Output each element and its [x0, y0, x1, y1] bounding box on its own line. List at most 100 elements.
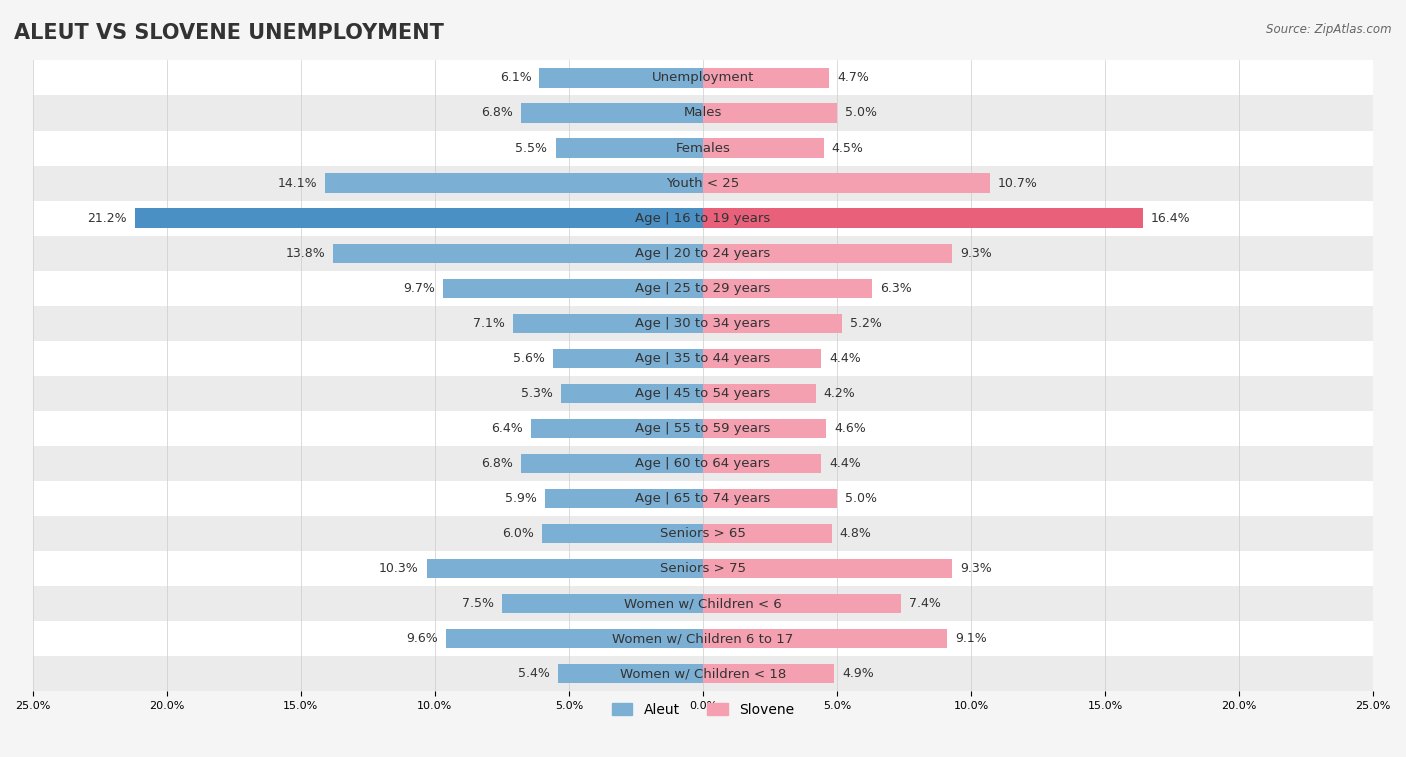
Bar	[32, 271, 1374, 306]
Text: 7.1%: 7.1%	[472, 316, 505, 330]
Bar	[32, 481, 1374, 516]
Text: 16.4%: 16.4%	[1150, 212, 1191, 225]
Bar	[32, 375, 1374, 411]
Bar	[32, 621, 1374, 656]
Text: 9.3%: 9.3%	[960, 562, 993, 575]
Bar	[325, 173, 703, 193]
Text: Unemployment: Unemployment	[652, 71, 754, 85]
Text: 7.5%: 7.5%	[461, 597, 494, 610]
Text: Age | 60 to 64 years: Age | 60 to 64 years	[636, 457, 770, 470]
Text: 5.4%: 5.4%	[519, 667, 550, 681]
Text: Age | 20 to 24 years: Age | 20 to 24 years	[636, 247, 770, 260]
Bar	[333, 244, 703, 263]
Text: 5.6%: 5.6%	[513, 352, 544, 365]
Text: 6.1%: 6.1%	[499, 71, 531, 85]
Text: Males: Males	[683, 107, 723, 120]
Bar	[32, 201, 1374, 235]
Text: Seniors > 65: Seniors > 65	[659, 527, 747, 540]
Text: 14.1%: 14.1%	[277, 176, 316, 189]
Text: 5.9%: 5.9%	[505, 492, 537, 505]
Text: 4.4%: 4.4%	[830, 457, 860, 470]
Bar	[703, 419, 827, 438]
Bar	[540, 68, 703, 88]
Bar	[531, 419, 703, 438]
Text: Source: ZipAtlas.com: Source: ZipAtlas.com	[1267, 23, 1392, 36]
Text: 4.6%: 4.6%	[834, 422, 866, 435]
Text: 9.1%: 9.1%	[955, 632, 987, 645]
Bar	[543, 524, 703, 544]
Text: 5.0%: 5.0%	[845, 107, 877, 120]
Text: 7.4%: 7.4%	[910, 597, 942, 610]
Bar	[32, 166, 1374, 201]
Bar	[703, 664, 834, 684]
Text: Women w/ Children < 6: Women w/ Children < 6	[624, 597, 782, 610]
Bar	[502, 594, 703, 613]
Text: Age | 25 to 29 years: Age | 25 to 29 years	[636, 282, 770, 294]
Text: Women w/ Children 6 to 17: Women w/ Children 6 to 17	[613, 632, 793, 645]
Bar	[520, 453, 703, 473]
Text: Females: Females	[675, 142, 731, 154]
Bar	[32, 95, 1374, 130]
Bar	[703, 349, 821, 368]
Bar	[544, 489, 703, 508]
Text: ALEUT VS SLOVENE UNEMPLOYMENT: ALEUT VS SLOVENE UNEMPLOYMENT	[14, 23, 444, 42]
Text: 9.3%: 9.3%	[960, 247, 993, 260]
Bar	[555, 139, 703, 157]
Bar	[32, 235, 1374, 271]
Bar	[703, 68, 830, 88]
Bar	[558, 664, 703, 684]
Bar	[553, 349, 703, 368]
Bar	[32, 446, 1374, 481]
Text: 21.2%: 21.2%	[87, 212, 127, 225]
Text: 10.3%: 10.3%	[380, 562, 419, 575]
Text: 5.0%: 5.0%	[845, 492, 877, 505]
Text: 6.3%: 6.3%	[880, 282, 911, 294]
Text: 5.3%: 5.3%	[522, 387, 553, 400]
Bar	[443, 279, 703, 298]
Bar	[703, 524, 832, 544]
Text: Age | 16 to 19 years: Age | 16 to 19 years	[636, 212, 770, 225]
Text: Age | 35 to 44 years: Age | 35 to 44 years	[636, 352, 770, 365]
Bar	[427, 559, 703, 578]
Bar	[32, 341, 1374, 375]
Text: Age | 30 to 34 years: Age | 30 to 34 years	[636, 316, 770, 330]
Bar	[520, 104, 703, 123]
Bar	[703, 559, 952, 578]
Bar	[703, 279, 872, 298]
Text: 10.7%: 10.7%	[998, 176, 1038, 189]
Text: Age | 55 to 59 years: Age | 55 to 59 years	[636, 422, 770, 435]
Bar	[703, 173, 990, 193]
Text: Age | 65 to 74 years: Age | 65 to 74 years	[636, 492, 770, 505]
Text: 6.0%: 6.0%	[502, 527, 534, 540]
Bar	[32, 411, 1374, 446]
Text: 4.8%: 4.8%	[839, 527, 872, 540]
Text: 6.4%: 6.4%	[492, 422, 523, 435]
Bar	[32, 130, 1374, 166]
Bar	[703, 139, 824, 157]
Text: 5.5%: 5.5%	[516, 142, 547, 154]
Bar	[703, 104, 837, 123]
Bar	[32, 551, 1374, 586]
Bar	[703, 384, 815, 403]
Bar	[32, 586, 1374, 621]
Text: 4.5%: 4.5%	[832, 142, 863, 154]
Bar	[703, 629, 948, 648]
Bar	[703, 453, 821, 473]
Bar	[703, 208, 1143, 228]
Legend: Aleut, Slovene: Aleut, Slovene	[606, 697, 800, 722]
Text: 9.7%: 9.7%	[404, 282, 434, 294]
Bar	[703, 489, 837, 508]
Text: 4.2%: 4.2%	[824, 387, 855, 400]
Text: Age | 45 to 54 years: Age | 45 to 54 years	[636, 387, 770, 400]
Bar	[703, 594, 901, 613]
Text: 5.2%: 5.2%	[851, 316, 883, 330]
Bar	[32, 306, 1374, 341]
Text: Youth < 25: Youth < 25	[666, 176, 740, 189]
Bar	[513, 313, 703, 333]
Text: 4.4%: 4.4%	[830, 352, 860, 365]
Text: 4.9%: 4.9%	[842, 667, 875, 681]
Text: 6.8%: 6.8%	[481, 107, 513, 120]
Text: 9.6%: 9.6%	[406, 632, 437, 645]
Bar	[32, 61, 1374, 95]
Text: Women w/ Children < 18: Women w/ Children < 18	[620, 667, 786, 681]
